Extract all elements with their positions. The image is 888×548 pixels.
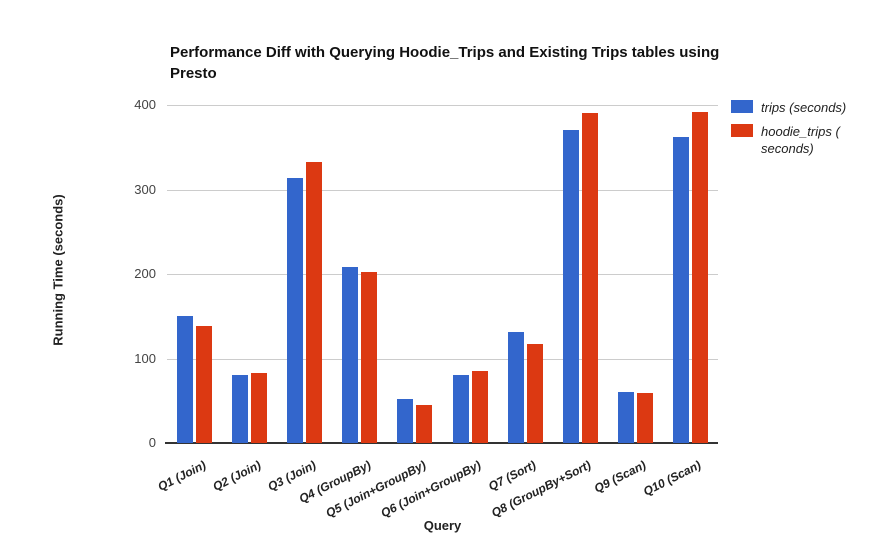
chart-title: Performance Diff with Querying Hoodie_Tr… [170, 44, 720, 82]
bar-trips-q10 [672, 137, 689, 443]
legend-item: hoodie_trips ( seconds) [731, 123, 881, 157]
bar-hoodie_trips-q4 [361, 272, 378, 443]
x-tick-label-q6: Q6 (Join+GroupBy) [378, 457, 484, 521]
x-tick-label-q2: Q2 (Join) [210, 457, 263, 494]
legend-item: trips (seconds) [731, 99, 881, 116]
y-tick-label-200: 200 [134, 266, 156, 281]
x-tick-label-q9: Q9 (Scan) [592, 457, 649, 496]
bar-hoodie_trips-q10 [691, 111, 708, 443]
y-tick-label-0: 0 [148, 435, 156, 450]
gridline-400 [167, 105, 718, 106]
bar-hoodie_trips-q1 [196, 326, 213, 443]
y-tick-label-100: 100 [134, 350, 156, 366]
bar-hoodie_trips-q5 [416, 404, 433, 443]
bar-hoodie_trips-q3 [306, 161, 323, 443]
bar-trips-q9 [617, 392, 634, 443]
legend-label: hoodie_trips ( seconds) [761, 124, 840, 156]
x-tick-label-q10: Q10 (Scan) [641, 457, 704, 499]
bar-hoodie_trips-q2 [251, 372, 268, 443]
y-tick-label-400: 400 [134, 97, 156, 112]
bar-hoodie_trips-q6 [471, 371, 488, 443]
bar-hoodie_trips-q8 [581, 113, 598, 443]
legend-swatch [731, 124, 753, 137]
bar-trips-q3 [287, 177, 304, 443]
gridline-200 [167, 274, 718, 275]
y-tick-label-300: 300 [134, 181, 156, 197]
legend-swatch [731, 100, 753, 113]
legend-label: trips (seconds) [761, 100, 847, 115]
bar-trips-q7 [507, 332, 524, 443]
gridline-100 [167, 358, 718, 360]
bar-trips-q6 [452, 374, 469, 443]
bar-hoodie_trips-q9 [636, 393, 653, 443]
x-tick-label-q8: Q8 (GroupBy+Sort) [489, 457, 594, 521]
bar-trips-q5 [397, 399, 414, 443]
bar-trips-q4 [342, 267, 359, 443]
legend: trips (seconds) hoodie_trips ( seconds) [731, 99, 881, 164]
bar-trips-q2 [232, 375, 249, 443]
gridline-300 [167, 189, 718, 191]
x-axis-title: Query [423, 518, 462, 533]
bar-hoodie_trips-q7 [526, 344, 543, 443]
y-axis-title: Running Time (seconds) [50, 194, 66, 346]
x-axis-line [165, 442, 718, 444]
bar-trips-q8 [562, 129, 579, 443]
x-tick-label-q5: Q5 (Join+GroupBy) [323, 457, 429, 521]
bar-trips-q1 [177, 316, 194, 443]
plot-area [165, 105, 718, 444]
x-tick-label-q1: Q1 (Join) [155, 457, 208, 494]
